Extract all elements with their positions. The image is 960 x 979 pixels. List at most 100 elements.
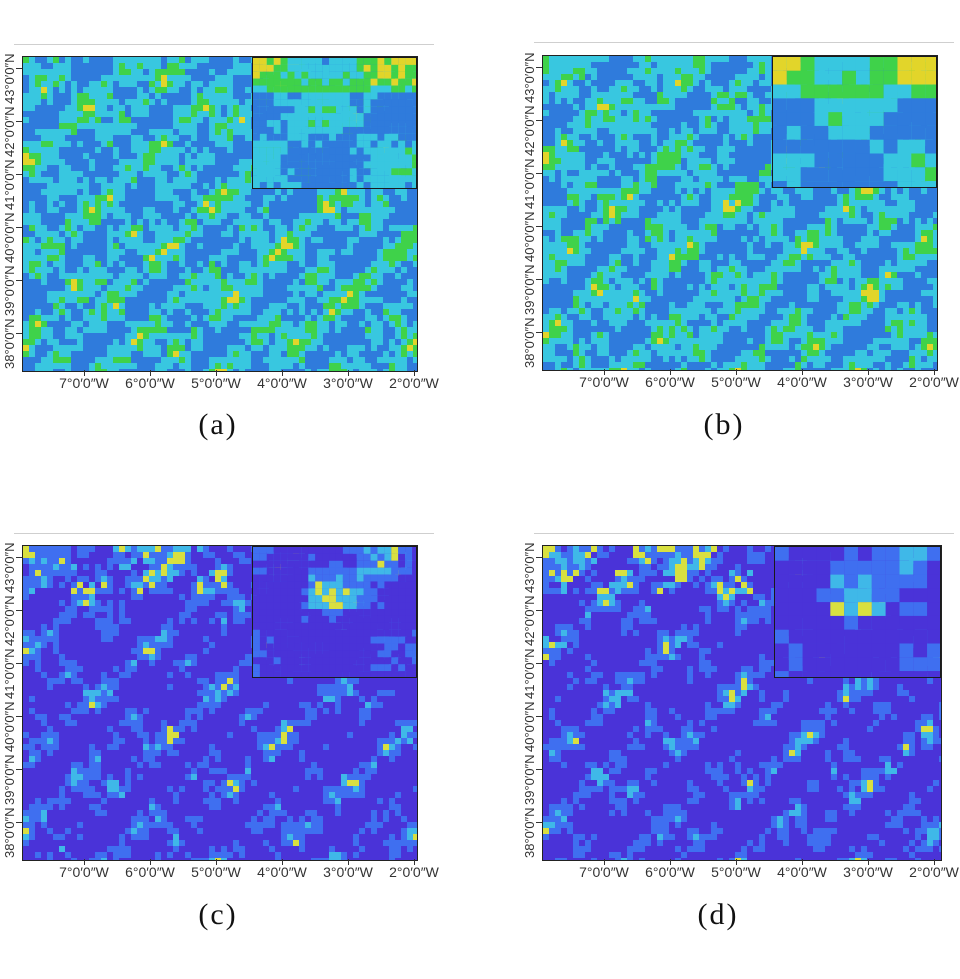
lon-tick — [84, 859, 85, 865]
lon-label: 4°0′0″W — [257, 864, 307, 880]
lon-label: 5°0′0″W — [711, 864, 761, 880]
lat-tick — [536, 716, 542, 717]
zoom-inset — [252, 546, 417, 678]
lat-label: 40°0′0″N — [522, 211, 537, 262]
lat-tick — [536, 663, 542, 664]
lon-tick — [802, 859, 803, 865]
lon-tick — [736, 859, 737, 865]
map-d — [542, 545, 942, 861]
lon-label: 4°0′0″W — [777, 864, 827, 880]
map-a — [22, 56, 418, 372]
lat-label: 40°0′0″N — [2, 701, 17, 752]
lon-tick — [84, 370, 85, 376]
lat-tick — [16, 822, 22, 823]
lat-tick — [536, 120, 542, 121]
lon-label: 2°0′0″W — [389, 864, 439, 880]
lat-label: 42°0′0″N — [2, 595, 17, 646]
lat-label: 40°0′0″N — [522, 701, 537, 752]
lat-label: 43°0′0″N — [2, 542, 17, 593]
zoom-inset — [772, 56, 937, 188]
lat-label: 43°0′0″N — [2, 53, 17, 104]
caption-b: (b) — [703, 408, 745, 441]
map-c — [22, 545, 418, 861]
panel-top-rule — [534, 533, 954, 534]
caption-d: (d) — [697, 898, 739, 931]
lat-label: 43°0′0″N — [522, 542, 537, 593]
lat-label: 39°0′0″N — [2, 754, 17, 805]
lat-tick — [16, 280, 22, 281]
panel-top-rule — [14, 533, 434, 534]
lat-tick — [536, 822, 542, 823]
lon-label: 6°0′0″W — [645, 864, 695, 880]
lon-label: 7°0′0″W — [579, 864, 629, 880]
lat-label: 40°0′0″N — [2, 212, 17, 263]
lon-label: 5°0′0″W — [191, 375, 241, 391]
lon-tick — [150, 370, 151, 376]
lon-label: 6°0′0″W — [125, 375, 175, 391]
panel-top-rule — [534, 42, 954, 43]
lon-tick — [604, 859, 605, 865]
lon-tick — [802, 369, 803, 375]
zoom-inset — [774, 546, 941, 678]
lat-tick — [536, 769, 542, 770]
lat-tick — [16, 333, 22, 334]
lon-tick — [670, 859, 671, 865]
lon-tick — [216, 859, 217, 865]
caption-a: (a) — [198, 408, 238, 441]
lat-label: 38°0′0″N — [522, 807, 537, 858]
lat-tick — [536, 279, 542, 280]
lon-label: 4°0′0″W — [257, 375, 307, 391]
lon-tick — [868, 369, 869, 375]
lat-tick — [16, 716, 22, 717]
lat-label: 41°0′0″N — [522, 648, 537, 699]
lat-tick — [16, 227, 22, 228]
lon-label: 2°0′0″W — [909, 374, 959, 390]
lon-tick — [348, 370, 349, 376]
lat-tick — [16, 663, 22, 664]
lon-tick — [934, 859, 935, 865]
lon-tick — [348, 859, 349, 865]
lat-label: 42°0′0″N — [522, 595, 537, 646]
lon-tick — [216, 370, 217, 376]
lon-tick — [604, 369, 605, 375]
lat-label: 42°0′0″N — [522, 105, 537, 156]
panel-top-rule — [14, 44, 434, 45]
lat-tick — [536, 67, 542, 68]
lat-tick — [16, 68, 22, 69]
lon-label: 4°0′0″W — [777, 374, 827, 390]
lon-tick — [670, 369, 671, 375]
lon-tick — [736, 369, 737, 375]
lon-tick — [282, 370, 283, 376]
lon-label: 6°0′0″W — [645, 374, 695, 390]
lat-tick — [536, 226, 542, 227]
lon-label: 3°0′0″W — [843, 374, 893, 390]
lon-label: 5°0′0″W — [711, 374, 761, 390]
lat-label: 41°0′0″N — [522, 158, 537, 209]
lat-tick — [536, 173, 542, 174]
lat-label: 41°0′0″N — [2, 648, 17, 699]
lat-label: 38°0′0″N — [522, 317, 537, 368]
lon-label: 2°0′0″W — [909, 864, 959, 880]
lat-label: 39°0′0″N — [522, 264, 537, 315]
lat-label: 39°0′0″N — [2, 265, 17, 316]
lat-tick — [16, 610, 22, 611]
lon-label: 6°0′0″W — [125, 864, 175, 880]
lat-tick — [536, 610, 542, 611]
lon-label: 7°0′0″W — [59, 864, 109, 880]
lon-tick — [868, 859, 869, 865]
lon-label: 7°0′0″W — [579, 374, 629, 390]
lon-tick — [414, 370, 415, 376]
lat-tick — [536, 332, 542, 333]
lon-tick — [150, 859, 151, 865]
lon-label: 5°0′0″W — [191, 864, 241, 880]
lon-label: 3°0′0″W — [323, 864, 373, 880]
lat-label: 39°0′0″N — [522, 754, 537, 805]
lat-label: 38°0′0″N — [2, 318, 17, 369]
lon-label: 3°0′0″W — [843, 864, 893, 880]
lon-tick — [934, 369, 935, 375]
lat-tick — [16, 121, 22, 122]
lon-tick — [282, 859, 283, 865]
lon-label: 7°0′0″W — [59, 375, 109, 391]
lat-label: 42°0′0″N — [2, 106, 17, 157]
lat-label: 41°0′0″N — [2, 159, 17, 210]
